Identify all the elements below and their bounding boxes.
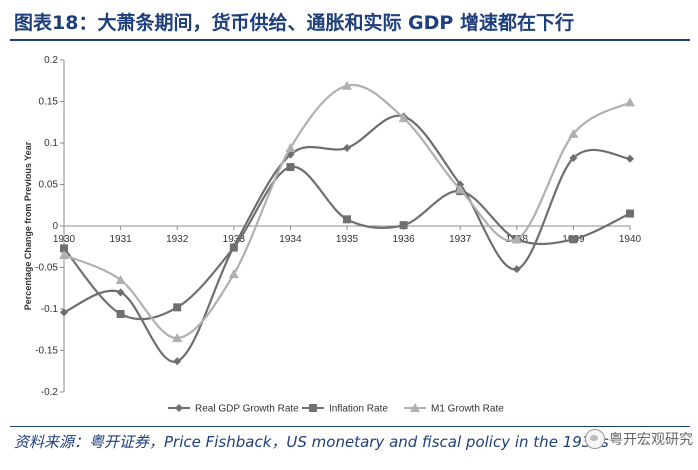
y-tick-label: 0.15 — [39, 97, 59, 108]
y-axis: 0.2 0.15 0.1 0.05 0 -0.05 -0.1 -0.15 -0.2 — [35, 55, 65, 398]
page-title: 图表18：大萧条期间，货币供给、通胀和实际 GDP 增速都在下行 — [14, 12, 574, 34]
data-point — [228, 269, 239, 279]
data-point — [398, 113, 409, 123]
title-bar: 图表18：大萧条期间，货币供给、通胀和实际 GDP 增速都在下行 — [0, 0, 698, 38]
x-tick-label: 1930 — [53, 234, 76, 245]
y-tick-label: -0.2 — [41, 387, 59, 398]
data-point — [568, 128, 579, 138]
y-tick-label: -0.1 — [41, 304, 59, 315]
data-point — [343, 143, 351, 152]
data-point — [173, 357, 182, 366]
y-tick-label: -0.05 — [35, 263, 58, 274]
source-note: 资料来源：粤开证券，Price Fishback，US monetary and… — [14, 433, 609, 451]
legend-label: Inflation Rate — [329, 404, 388, 415]
y-tick-label: 0.1 — [44, 138, 58, 149]
data-point — [569, 153, 578, 162]
data-point — [626, 209, 634, 218]
x-tick-label: 1931 — [109, 234, 132, 245]
y-tick-label: 0.05 — [39, 180, 59, 191]
data-point — [60, 244, 68, 253]
data-point — [286, 163, 295, 172]
data-point — [173, 303, 182, 312]
x-tick-label: 1933 — [223, 234, 246, 245]
data-point — [116, 309, 125, 318]
x-tick-label: 1937 — [449, 234, 472, 245]
legend-marker — [309, 404, 317, 412]
title-divider — [10, 39, 690, 41]
y-axis-title: Percentage Change from Previous Year — [23, 141, 33, 310]
series-line — [63, 83, 631, 340]
y-tick-label: -0.15 — [35, 346, 58, 357]
data-point — [343, 215, 351, 224]
x-tick-label: 1934 — [279, 234, 302, 245]
data-point — [569, 235, 578, 244]
legend-label: Real GDP Growth Rate — [195, 404, 299, 415]
legend-marker — [410, 403, 420, 412]
line-chart: Percentage Change from Previous Year 0.2… — [23, 55, 642, 415]
watermark-text: 粤开宏观研究 — [609, 432, 693, 448]
data-point — [399, 221, 408, 230]
watermark: 粤开宏观研究 — [585, 429, 693, 449]
x-tick-label: 1932 — [166, 234, 189, 245]
x-tick-label: 1940 — [619, 234, 642, 245]
legend-label: M1 Growth Rate — [431, 404, 504, 415]
data-point — [455, 184, 466, 194]
data-point — [116, 288, 125, 297]
data-point — [512, 265, 521, 274]
data-point — [342, 80, 352, 90]
x-tick-label: 1936 — [392, 234, 415, 245]
data-point — [115, 274, 126, 284]
y-tick-label: 0.2 — [44, 55, 58, 66]
y-tick-label: 0 — [52, 221, 58, 232]
series-layer — [59, 80, 635, 366]
data-point — [229, 243, 238, 252]
legend: Real GDP Growth Rate Inflation Rate M1 Gro… — [168, 403, 504, 415]
series-m1-growth-rate — [59, 80, 635, 343]
legend-marker — [175, 404, 183, 412]
data-point — [172, 333, 183, 343]
data-point — [626, 154, 634, 163]
data-point — [60, 308, 68, 317]
data-point — [511, 234, 522, 244]
wechat-icon — [585, 429, 605, 449]
data-point — [59, 250, 69, 260]
x-tick-label: 1935 — [336, 234, 359, 245]
data-point — [285, 142, 296, 152]
source-divider — [10, 426, 690, 427]
data-point — [625, 97, 635, 107]
